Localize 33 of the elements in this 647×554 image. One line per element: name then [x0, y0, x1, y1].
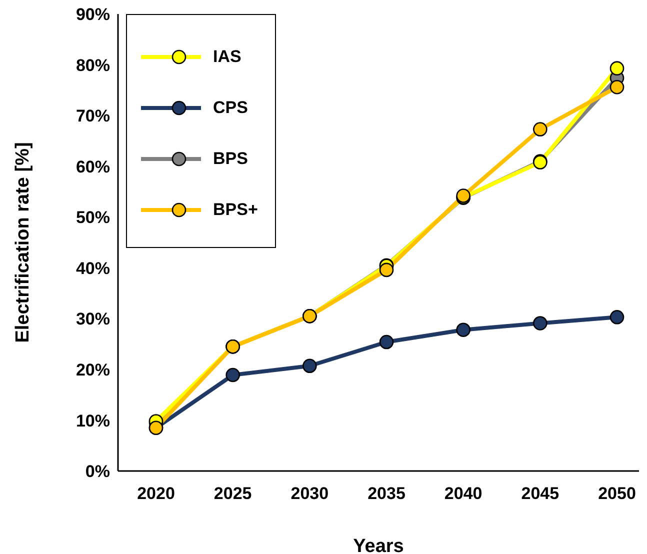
legend-label: BPS [213, 148, 248, 168]
x-tick-label: 2020 [137, 484, 175, 504]
x-tick-label: 2030 [290, 484, 329, 504]
y-tick-label: 70% [76, 106, 110, 126]
y-tick-label: 60% [76, 157, 110, 176]
point [456, 322, 470, 337]
y-tick-label: 30% [76, 310, 110, 329]
legend-label: IAS [213, 46, 242, 66]
x-tick-label: 2025 [214, 484, 252, 504]
y-tick-label: 20% [76, 360, 110, 380]
point [610, 310, 624, 324]
x-tick-label: 2050 [598, 484, 636, 504]
point [302, 358, 317, 374]
y-tick-label: 80% [76, 56, 110, 75]
point [379, 262, 394, 278]
x-tick-label: 2035 [368, 484, 406, 504]
legend-label: BPS+ [213, 200, 258, 220]
point [533, 316, 548, 330]
point [610, 80, 624, 94]
legend-label: CPS [213, 98, 248, 118]
x-tick-label: 2045 [521, 484, 560, 504]
y-tick-label: 40% [76, 258, 110, 278]
point [379, 334, 394, 350]
y-tick-label: 90% [76, 5, 110, 24]
point [533, 122, 548, 136]
x-axis-title: Years [353, 536, 404, 554]
point [226, 368, 240, 382]
y-tick-label: 0% [85, 462, 110, 482]
y-tick-label: 50% [76, 208, 110, 228]
point [610, 61, 624, 76]
x-tick-label: 2040 [444, 484, 482, 504]
y-tick-label: 10% [76, 411, 110, 430]
y-axis-title: Electrification rate [%] [12, 142, 34, 343]
